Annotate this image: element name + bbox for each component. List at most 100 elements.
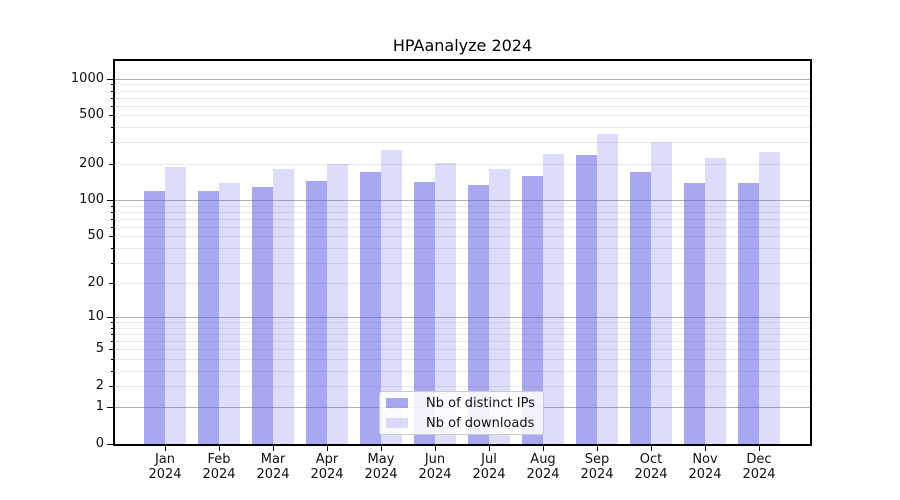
bar-nb-of-distinct-ips-sep bbox=[576, 154, 597, 444]
y-tick-mark-minor bbox=[111, 262, 114, 264]
x-tick-label-oct: Oct 2024 bbox=[621, 452, 681, 482]
x-tick-label-feb: Feb 2024 bbox=[189, 452, 249, 482]
y-tick-label-200: 200 bbox=[79, 155, 104, 171]
x-tick-year: 2024 bbox=[364, 467, 398, 482]
y-tick-mark bbox=[107, 317, 114, 319]
legend-label-downloads: Nb of downloads bbox=[426, 415, 535, 431]
x-tick-month: Mar bbox=[260, 452, 286, 467]
x-tick-mark bbox=[219, 446, 220, 451]
x-tick-year: 2024 bbox=[634, 467, 668, 482]
y-tick-label-1: 1 bbox=[95, 399, 104, 415]
y-tick-label-10: 10 bbox=[87, 309, 104, 325]
y-tick-mark-minor bbox=[111, 97, 114, 99]
x-tick-month: May bbox=[367, 452, 395, 467]
x-tick-label-apr: Apr 2024 bbox=[297, 452, 357, 482]
x-tick-year: 2024 bbox=[580, 467, 614, 482]
gridline-minor bbox=[115, 218, 810, 220]
y-tick-mark bbox=[109, 349, 114, 351]
gridline-minor bbox=[115, 358, 810, 360]
y-tick-mark bbox=[109, 115, 114, 117]
x-tick-year: 2024 bbox=[310, 467, 344, 482]
chart-title: HPAanalyze 2024 bbox=[392, 36, 533, 55]
x-tick-month: Dec bbox=[746, 452, 772, 467]
y-tick-mark bbox=[109, 385, 114, 387]
bar-nb-of-distinct-ips-aug bbox=[522, 176, 543, 444]
bar-nb-of-downloads-jul bbox=[489, 168, 510, 444]
plot-area: Nb of distinct IPs Nb of downloads bbox=[115, 61, 810, 444]
y-tick-label-500: 500 bbox=[79, 107, 104, 123]
legend-entry-downloads: Nb of downloads bbox=[386, 416, 537, 431]
y-tick-mark-minor bbox=[111, 341, 114, 343]
y-tick-mark-minor bbox=[111, 105, 114, 107]
legend-entry-distinct-ips: Nb of distinct IPs bbox=[386, 396, 537, 411]
x-tick-year: 2024 bbox=[418, 467, 452, 482]
gridline-minor bbox=[115, 163, 810, 165]
x-tick-month: Oct bbox=[639, 452, 663, 467]
x-tick-mark bbox=[489, 446, 490, 451]
y-tick-mark bbox=[109, 283, 114, 285]
x-tick-year: 2024 bbox=[742, 467, 776, 482]
bar-nb-of-distinct-ips-apr bbox=[306, 181, 327, 444]
x-tick-year: 2024 bbox=[688, 467, 722, 482]
gridline-minor bbox=[115, 226, 810, 228]
x-tick-mark bbox=[759, 446, 760, 451]
y-tick-mark-minor bbox=[111, 90, 114, 92]
bar-nb-of-downloads-may bbox=[381, 149, 402, 444]
legend-swatch-distinct-ips bbox=[386, 398, 408, 408]
gridline-minor bbox=[115, 341, 810, 343]
x-tick-month: Sep bbox=[584, 452, 610, 467]
x-tick-mark bbox=[327, 446, 328, 451]
x-tick-mark bbox=[273, 446, 274, 451]
y-tick-mark-minor bbox=[111, 322, 114, 324]
y-tick-mark-minor bbox=[111, 327, 114, 329]
y-tick-mark bbox=[107, 78, 114, 80]
bar-nb-of-downloads-feb bbox=[219, 182, 240, 444]
gridline-minor bbox=[115, 97, 810, 99]
x-tick-label-nov: Nov 2024 bbox=[675, 452, 735, 482]
x-tick-label-sep: Sep 2024 bbox=[567, 452, 627, 482]
y-tick-mark-minor bbox=[111, 226, 114, 228]
y-tick-mark-minor bbox=[111, 218, 114, 220]
y-tick-mark-minor bbox=[111, 247, 114, 249]
y-tick-mark-minor bbox=[111, 142, 114, 144]
y-tick-label-100: 100 bbox=[79, 192, 104, 208]
x-tick-month: Jan bbox=[154, 452, 176, 467]
bar-nb-of-distinct-ips-nov bbox=[684, 183, 705, 444]
bar-nb-of-distinct-ips-mar bbox=[252, 187, 273, 444]
x-tick-label-dec: Dec 2024 bbox=[729, 452, 789, 482]
bar-nb-of-distinct-ips-oct bbox=[630, 172, 651, 444]
x-tick-label-jan: Jan 2024 bbox=[135, 452, 195, 482]
gridline-minor bbox=[115, 127, 810, 129]
x-tick-mark bbox=[381, 446, 382, 451]
bar-nb-of-distinct-ips-jul bbox=[468, 185, 489, 444]
x-tick-month: Feb bbox=[207, 452, 231, 467]
x-tick-month: Aug bbox=[530, 452, 556, 467]
bar-nb-of-distinct-ips-feb bbox=[198, 191, 219, 444]
x-tick-year: 2024 bbox=[202, 467, 236, 482]
bar-nb-of-downloads-aug bbox=[543, 153, 564, 444]
gridline-minor bbox=[115, 115, 810, 117]
x-tick-year: 2024 bbox=[472, 467, 506, 482]
gridline-minor bbox=[115, 370, 810, 372]
bar-nb-of-distinct-ips-jan bbox=[144, 190, 165, 444]
bar-nb-of-downloads-oct bbox=[651, 142, 672, 444]
gridline-minor bbox=[115, 322, 810, 324]
y-tick-mark-minor bbox=[111, 334, 114, 336]
y-tick-mark bbox=[107, 200, 114, 202]
gridline-minor bbox=[115, 349, 810, 351]
bar-nb-of-downloads-nov bbox=[705, 157, 726, 444]
y-tick-label-50: 50 bbox=[87, 228, 104, 244]
y-tick-label-0: 0 bbox=[95, 436, 104, 451]
x-tick-month: Jul bbox=[481, 452, 497, 467]
gridline-minor bbox=[115, 205, 810, 207]
gridline-minor bbox=[115, 236, 810, 238]
y-tick-label-20: 20 bbox=[87, 275, 104, 291]
y-tick-mark bbox=[107, 444, 114, 445]
y-tick-mark bbox=[107, 407, 114, 409]
gridline-major bbox=[115, 78, 810, 80]
bar-nb-of-downloads-jun bbox=[435, 162, 456, 444]
bar-nb-of-downloads-dec bbox=[759, 152, 780, 444]
x-tick-mark bbox=[435, 446, 436, 451]
y-tick-mark-minor bbox=[111, 358, 114, 360]
